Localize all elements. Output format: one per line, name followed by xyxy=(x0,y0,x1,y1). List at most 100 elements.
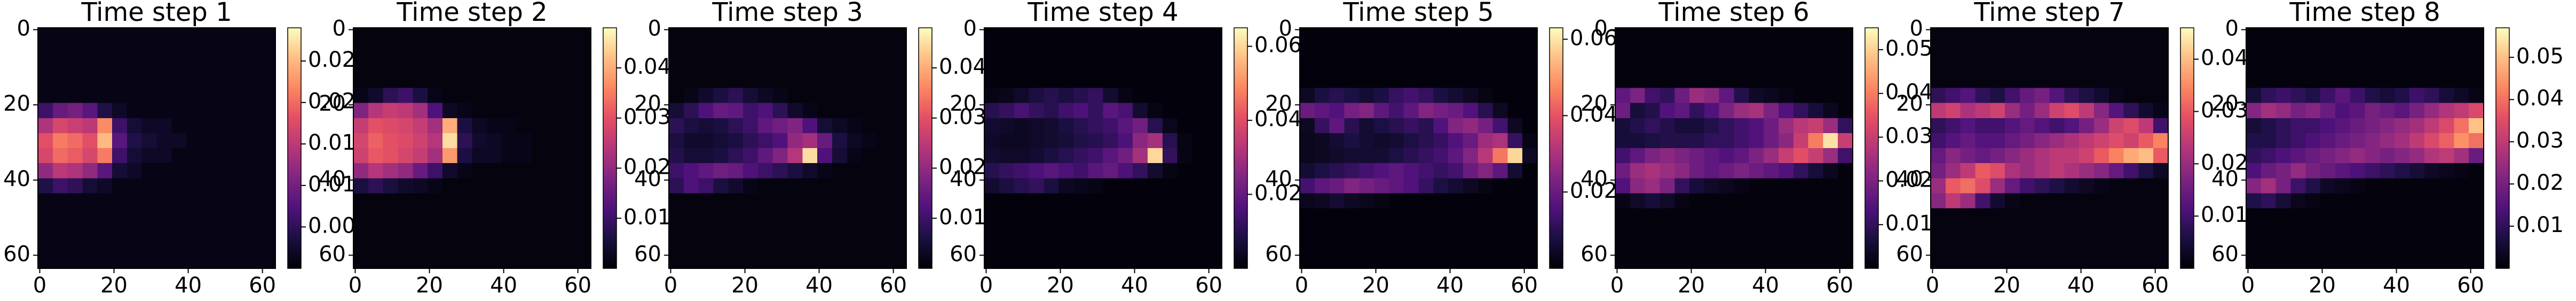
heatmap-cell xyxy=(2261,43,2277,58)
heatmap-cell xyxy=(772,223,788,239)
heatmap-cell xyxy=(561,193,576,209)
heatmap-cell xyxy=(2380,178,2395,194)
heatmap-cell xyxy=(2350,253,2365,269)
heatmap-cell xyxy=(1945,238,1961,254)
heatmap-cell xyxy=(1044,58,1059,73)
heatmap-cell xyxy=(984,103,1000,119)
heatmap-cell xyxy=(1960,118,1976,134)
heatmap-cell xyxy=(216,43,232,58)
heatmap-cell xyxy=(1463,103,1479,119)
heatmap-cell xyxy=(413,178,428,194)
heatmap-cell xyxy=(2138,208,2154,224)
heatmap-cell xyxy=(1719,73,1734,88)
heatmap-cell xyxy=(847,148,863,164)
heatmap-cell xyxy=(428,118,443,134)
heatmap-cell xyxy=(171,208,187,224)
heatmap-cell xyxy=(82,28,98,43)
heatmap-cell xyxy=(683,253,699,269)
heatmap-cell xyxy=(2380,208,2395,224)
heatmap-cell xyxy=(2064,163,2080,179)
heatmap-cell xyxy=(2439,28,2454,43)
heatmap-cell xyxy=(832,253,848,269)
heatmap-cell xyxy=(1147,193,1163,209)
heatmap-cell xyxy=(1073,103,1089,119)
heatmap-cell xyxy=(2049,238,2065,254)
heatmap-cell xyxy=(1719,103,1734,119)
heatmap-cell xyxy=(1314,133,1330,149)
heatmap-cell xyxy=(1990,43,2005,58)
heatmap-cell xyxy=(38,103,53,119)
heatmap-cell xyxy=(757,208,773,224)
heatmap-cell xyxy=(1492,58,1508,73)
heatmap-cell xyxy=(787,43,803,58)
heatmap-cell xyxy=(1492,253,1508,269)
heatmap-cell xyxy=(1374,253,1389,269)
heatmap-cell xyxy=(1133,148,1148,164)
heatmap-cell xyxy=(2380,133,2395,149)
heatmap-cell xyxy=(1192,133,1207,149)
heatmap-cell xyxy=(2469,103,2484,119)
heatmap-cell xyxy=(1704,58,1720,73)
heatmap-cell xyxy=(1674,58,1690,73)
heatmap-cell xyxy=(141,28,157,43)
heatmap-cell xyxy=(669,193,684,209)
heatmap-cell xyxy=(1778,133,1794,149)
heatmap-cell xyxy=(1719,58,1734,73)
heatmap-cell xyxy=(1719,118,1734,134)
heatmap-cell xyxy=(1734,43,1749,58)
heatmap-cell xyxy=(2365,118,2380,134)
heatmap-cell xyxy=(802,223,818,239)
heatmap-cell xyxy=(2261,73,2277,88)
colorbar-tick-label: 0.03 xyxy=(2516,128,2564,153)
heatmap-cell xyxy=(38,88,53,104)
heatmap-cell xyxy=(1374,73,1389,88)
heatmap-cell xyxy=(1147,88,1163,104)
heatmap-cell xyxy=(1344,43,1360,58)
heatmap-cell xyxy=(2380,43,2395,58)
heatmap-cell xyxy=(1778,238,1794,254)
heatmap-cell xyxy=(2153,148,2169,164)
heatmap-cell xyxy=(1177,133,1192,149)
heatmap-cell xyxy=(1615,58,1631,73)
heatmap-cell xyxy=(1719,253,1734,269)
heatmap-cell xyxy=(669,133,684,149)
heatmap-cell xyxy=(2469,88,2484,104)
heatmap-cell xyxy=(1433,58,1449,73)
heatmap-cell xyxy=(1133,88,1148,104)
heatmap-cell xyxy=(2153,193,2169,209)
heatmap-cell xyxy=(1300,73,1315,88)
x-tick-label: 40 xyxy=(1436,273,1464,298)
heatmap-cell xyxy=(2261,223,2277,239)
heatmap-cell xyxy=(1448,103,1464,119)
heatmap-cell xyxy=(2005,118,2020,134)
heatmap-cell xyxy=(1734,133,1749,149)
heatmap-cell xyxy=(1793,133,1809,149)
heatmap-cell xyxy=(260,28,276,43)
heatmap-cell xyxy=(246,133,261,149)
heatmap-cell xyxy=(428,88,443,104)
heatmap-cell xyxy=(1734,193,1749,209)
heatmap-cell xyxy=(398,253,413,269)
heatmap-cell xyxy=(260,133,276,149)
heatmap-cell xyxy=(186,223,202,239)
heatmap-cell xyxy=(2138,43,2154,58)
x-tick-label: 20 xyxy=(731,273,758,298)
heatmap-cell xyxy=(442,223,458,239)
heatmap-cell xyxy=(1931,103,1946,119)
heatmap-cell xyxy=(546,178,562,194)
heatmap-cell xyxy=(2305,73,2321,88)
heatmap-cell xyxy=(1931,73,1946,88)
heatmap-cell xyxy=(1177,178,1192,194)
heatmap-cell xyxy=(832,88,848,104)
heatmap-cell xyxy=(2093,223,2109,239)
heatmap-cell xyxy=(472,58,487,73)
heatmap-cell xyxy=(2454,208,2469,224)
heatmap-cell xyxy=(1014,118,1029,134)
heatmap-cell xyxy=(1931,148,1946,164)
heatmap-cell xyxy=(1719,28,1734,43)
heatmap-cell xyxy=(757,163,773,179)
heatmap-cell xyxy=(2079,163,2095,179)
heatmap-cell xyxy=(832,103,848,119)
heatmap-cell xyxy=(876,43,892,58)
heatmap-cell xyxy=(1838,178,1853,194)
